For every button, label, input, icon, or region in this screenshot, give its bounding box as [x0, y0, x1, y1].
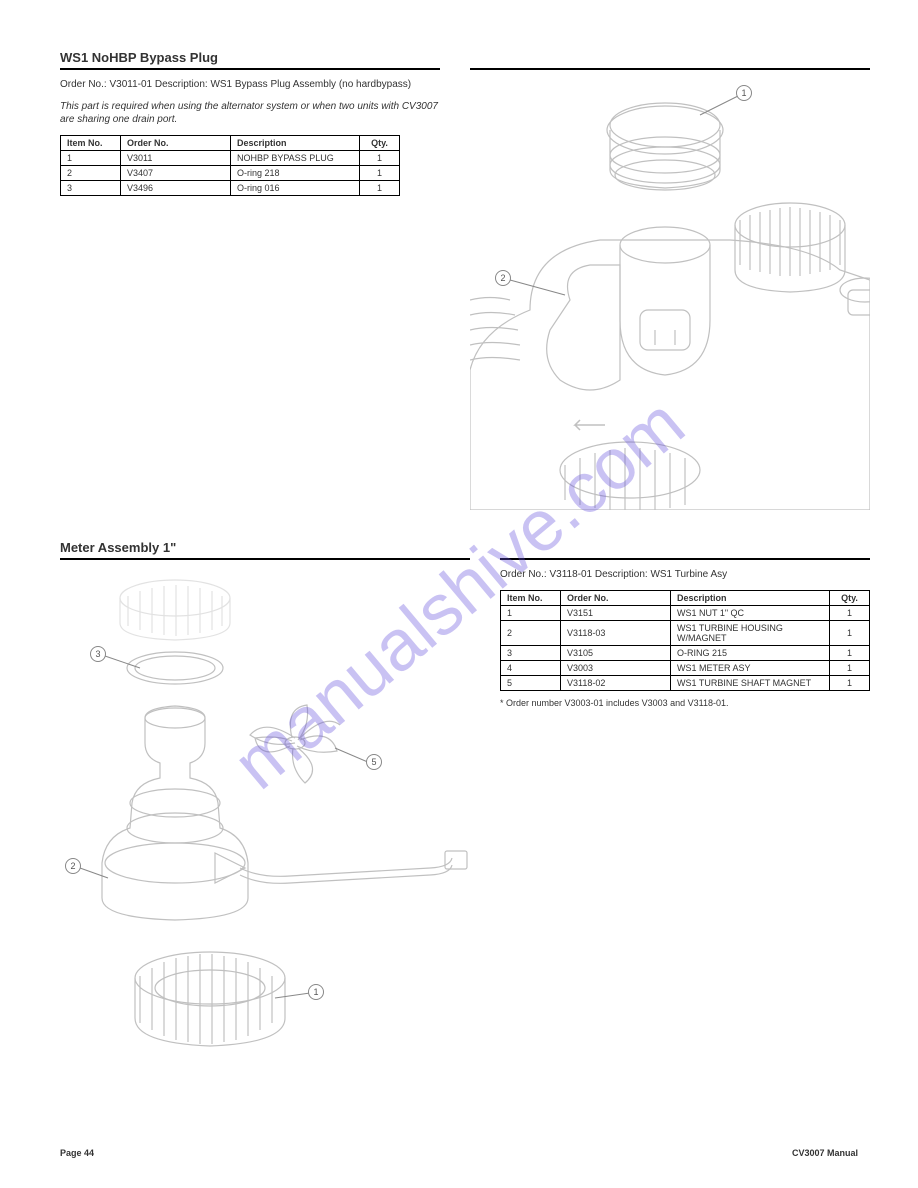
- table-cell: WS1 METER ASY: [671, 660, 830, 675]
- footer-left: Page 44: [60, 1148, 94, 1158]
- table-row: 1 V3151 WS1 NUT 1" QC 1: [501, 605, 870, 620]
- bypass-plug-diagram: 1 2: [470, 70, 870, 510]
- callout-3: 3: [90, 646, 106, 662]
- section2-note: * Order number V3003-01 includes V3003 a…: [500, 697, 870, 709]
- section1-table: Item No. Order No. Description Qty. 1 V3…: [60, 135, 400, 196]
- table-header: Description: [671, 590, 830, 605]
- table-cell: 3: [61, 180, 121, 195]
- table-cell: 1: [360, 180, 400, 195]
- table-cell: O-ring 218: [231, 165, 360, 180]
- table-row: 1 V3011 NOHBP BYPASS PLUG 1: [61, 150, 400, 165]
- table-cell: V3105: [561, 645, 671, 660]
- table-cell: WS1 TURBINE SHAFT MAGNET: [671, 675, 830, 690]
- table-row: 4 V3003 WS1 METER ASY 1: [501, 660, 870, 675]
- table-cell: V3003: [561, 660, 671, 675]
- table-cell: V3011: [121, 150, 231, 165]
- table-cell: 1: [830, 660, 870, 675]
- table-cell: 1: [501, 605, 561, 620]
- table-cell: O-ring 016: [231, 180, 360, 195]
- table-header: Description: [231, 135, 360, 150]
- table-row: 3 V3496 O-ring 016 1: [61, 180, 400, 195]
- table-header: Order No.: [561, 590, 671, 605]
- table-row: 2 V3407 O-ring 218 1: [61, 165, 400, 180]
- table-cell: 1: [830, 620, 870, 645]
- meter-assembly-diagram: 3 5 2 1: [60, 568, 470, 1058]
- table-cell: 4: [501, 660, 561, 675]
- table-row: 5 V3118-02 WS1 TURBINE SHAFT MAGNET 1: [501, 675, 870, 690]
- table-cell: WS1 NUT 1" QC: [671, 605, 830, 620]
- callout-5: 2: [65, 858, 81, 874]
- table-header: Item No.: [61, 135, 121, 150]
- table-row: 3 V3105 O-RING 215 1: [501, 645, 870, 660]
- table-cell: WS1 TURBINE HOUSING W/MAGNET: [671, 620, 830, 645]
- section2-table: Item No. Order No. Description Qty. 1 V3…: [500, 590, 870, 691]
- section1-diagram-rule: [470, 50, 870, 70]
- section1-title: WS1 NoHBP Bypass Plug: [60, 50, 440, 70]
- table-cell: V3496: [121, 180, 231, 195]
- table-cell: 1: [830, 605, 870, 620]
- table-cell: V3151: [561, 605, 671, 620]
- table-cell: NOHBP BYPASS PLUG: [231, 150, 360, 165]
- footer-right: CV3007 Manual: [792, 1148, 858, 1158]
- table-cell: V3118-02: [561, 675, 671, 690]
- table-cell: O-RING 215: [671, 645, 830, 660]
- table-cell: 1: [360, 150, 400, 165]
- section2-rule: [500, 540, 870, 560]
- table-cell: 1: [830, 675, 870, 690]
- table-cell: 2: [501, 620, 561, 645]
- table-cell: 5: [501, 675, 561, 690]
- table-cell: V3118-03: [561, 620, 671, 645]
- callout-6: 1: [308, 984, 324, 1000]
- table-header: Order No.: [121, 135, 231, 150]
- table-cell: 1: [830, 645, 870, 660]
- callout-2: 2: [495, 270, 511, 286]
- callout-1: 1: [736, 85, 752, 101]
- table-header: Item No.: [501, 590, 561, 605]
- section2-description: Order No.: V3118-01 Description: WS1 Tur…: [500, 568, 870, 582]
- page-footer: Page 44 CV3007 Manual: [60, 1148, 858, 1158]
- callout-4: 5: [366, 754, 382, 770]
- table-header: Qty.: [360, 135, 400, 150]
- table-cell: 1: [360, 165, 400, 180]
- table-row: 2 V3118-03 WS1 TURBINE HOUSING W/MAGNET …: [501, 620, 870, 645]
- table-cell: 2: [61, 165, 121, 180]
- section1-description: Order No.: V3011-01 Description: WS1 Byp…: [60, 78, 440, 92]
- table-cell: 3: [501, 645, 561, 660]
- table-header: Qty.: [830, 590, 870, 605]
- table-cell: V3407: [121, 165, 231, 180]
- table-cell: 1: [61, 150, 121, 165]
- section2-title: Meter Assembly 1": [60, 540, 470, 560]
- section1-note: This part is required when using the alt…: [60, 100, 440, 127]
